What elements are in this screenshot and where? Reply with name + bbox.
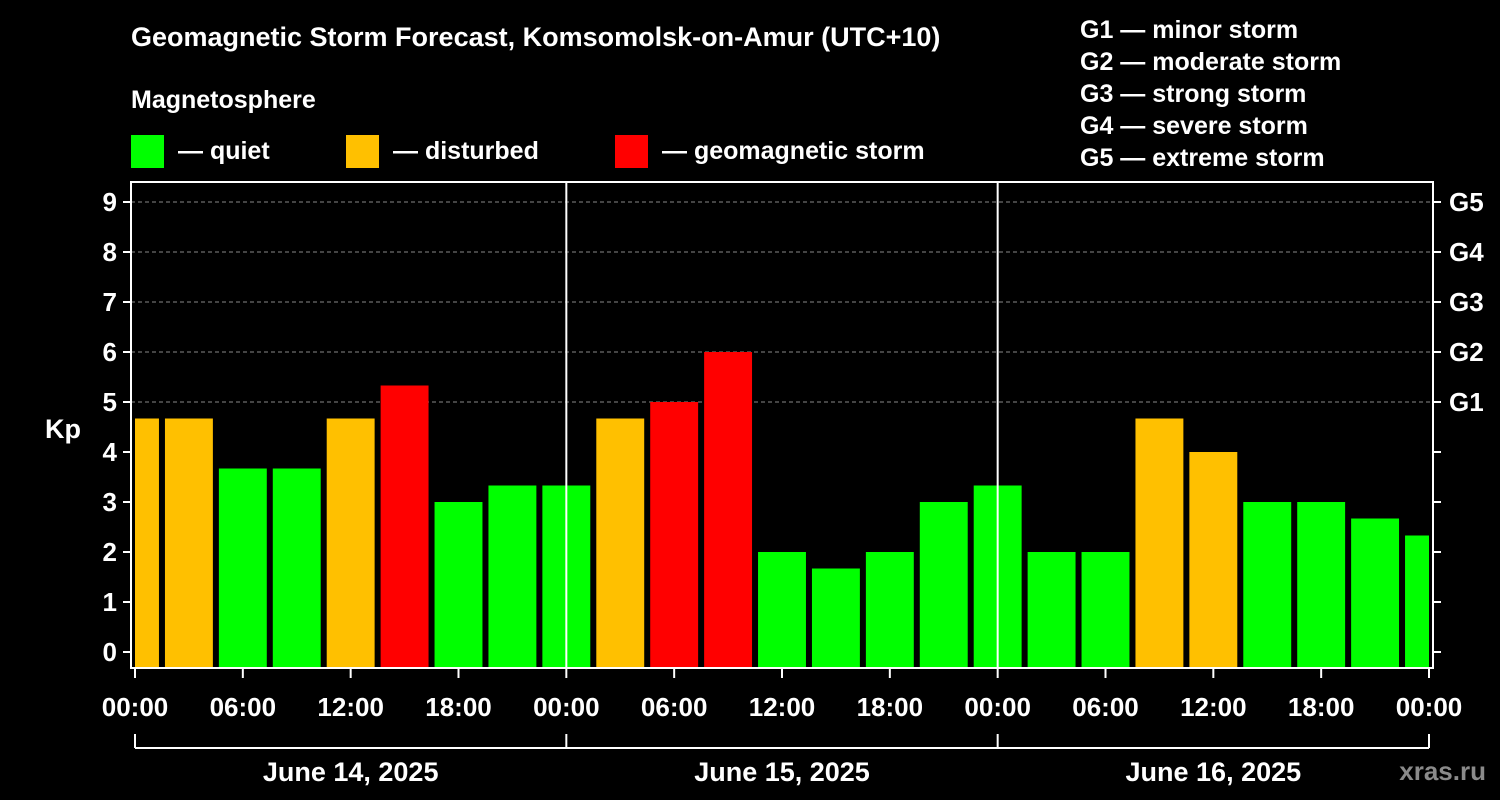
right-tick-label-g3: G3	[1449, 287, 1484, 317]
bar-11	[704, 352, 753, 668]
legend-label-disturbed: — disturbed	[393, 136, 539, 165]
storm-level-g5: G5 — extreme storm	[1080, 144, 1325, 172]
x-tick-label-4: 00:00	[533, 692, 600, 722]
legend-swatch-quiet	[131, 134, 164, 168]
bar-5	[380, 385, 429, 668]
bar-17	[1027, 552, 1076, 668]
x-tick-label-0: 00:00	[102, 692, 169, 722]
bar-1	[164, 418, 213, 668]
legend-heading: Magnetosphere	[131, 86, 316, 114]
bar-20	[1189, 452, 1238, 668]
y-tick-label-7: 7	[103, 287, 117, 317]
x-tick-label-12: 00:00	[1396, 692, 1463, 722]
y-tick-label-0: 0	[103, 637, 117, 667]
storm-level-g1: G1 — minor storm	[1080, 16, 1299, 44]
right-tick-label-g1: G1	[1449, 387, 1484, 417]
legend-item-storm: — geomagnetic storm	[615, 134, 925, 168]
bar-14	[865, 552, 914, 668]
bar-24	[1405, 535, 1429, 668]
bar-13	[811, 568, 860, 668]
storm-level-list: G1 — minor storm G2 — moderate storm G3 …	[1080, 14, 1341, 174]
x-tick-label-10: 12:00	[1180, 692, 1247, 722]
y-tick-label-3: 3	[103, 487, 117, 517]
day-label-0: June 14, 2025	[263, 757, 439, 787]
bar-9	[596, 418, 645, 668]
bar-23	[1351, 518, 1400, 668]
y-tick-label-6: 6	[103, 337, 117, 367]
x-tick-label-6: 12:00	[749, 692, 816, 722]
bar-4	[326, 418, 375, 668]
y-tick-label-8: 8	[103, 237, 117, 267]
bar-15	[919, 502, 968, 668]
x-tick-label-7: 18:00	[857, 692, 924, 722]
y-tick-label-9: 9	[103, 187, 117, 217]
bar-22	[1297, 502, 1346, 668]
bar-19	[1135, 418, 1184, 668]
right-tick-label-g4: G4	[1449, 237, 1484, 267]
watermark: xras.ru	[1399, 756, 1486, 786]
x-tick-label-2: 12:00	[317, 692, 384, 722]
legend-item-disturbed: — disturbed	[346, 134, 539, 168]
x-tick-label-1: 06:00	[210, 692, 277, 722]
y-tick-label-5: 5	[103, 387, 117, 417]
x-tick-label-9: 06:00	[1072, 692, 1139, 722]
bar-0	[135, 418, 159, 668]
bar-3	[272, 468, 321, 668]
bar-18	[1081, 552, 1130, 668]
legend-swatch-disturbed	[346, 134, 379, 168]
right-tick-label-g2: G2	[1449, 337, 1484, 367]
bar-2	[218, 468, 267, 668]
bar-6	[434, 502, 483, 668]
legend-label-quiet: — quiet	[178, 136, 270, 165]
y-axis-label: Kp	[45, 414, 81, 444]
y-tick-label-4: 4	[103, 437, 118, 467]
x-tick-label-3: 18:00	[425, 692, 492, 722]
y-tick-label-1: 1	[103, 587, 117, 617]
day-label-2: June 16, 2025	[1126, 757, 1302, 787]
x-tick-label-8: 00:00	[964, 692, 1031, 722]
bar-21	[1243, 502, 1292, 668]
chart-title: Geomagnetic Storm Forecast, Komsomolsk-o…	[131, 22, 941, 52]
right-tick-label-g5: G5	[1449, 187, 1484, 217]
y-tick-label-2: 2	[103, 537, 117, 567]
x-tick-label-11: 18:00	[1288, 692, 1355, 722]
x-tick-label-5: 06:00	[641, 692, 708, 722]
day-label-1: June 15, 2025	[694, 757, 870, 787]
storm-level-g4: G4 — severe storm	[1080, 112, 1308, 140]
bar-12	[758, 552, 806, 668]
legend-item-quiet: — quiet	[131, 134, 270, 168]
storm-level-g3: G3 — strong storm	[1080, 80, 1307, 108]
storm-level-g2: G2 — moderate storm	[1080, 48, 1342, 76]
legend-swatch-storm	[615, 134, 648, 168]
legend-label-storm: — geomagnetic storm	[662, 136, 925, 165]
bar-10	[650, 402, 699, 668]
bar-7	[488, 485, 537, 668]
